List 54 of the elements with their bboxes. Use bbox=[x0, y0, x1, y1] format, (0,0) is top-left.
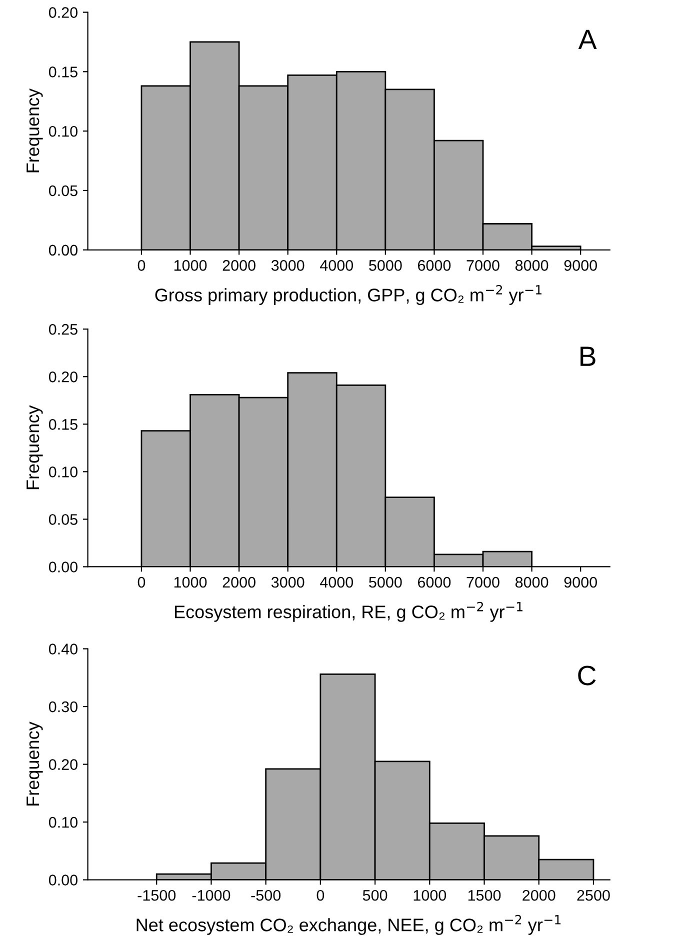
x-tick-label: -1000 bbox=[192, 890, 230, 901]
x-tick-label: 5000 bbox=[369, 576, 402, 588]
y-tick-label: 0.10 bbox=[48, 816, 78, 828]
x-tick-label: 6000 bbox=[418, 576, 451, 588]
x-tick-label: 3000 bbox=[271, 260, 304, 271]
x-tick-label: 7000 bbox=[466, 576, 500, 588]
y-tick-label: 0.00 bbox=[48, 874, 78, 886]
x-tick-label: 8000 bbox=[515, 260, 548, 271]
x-tick-label: 2000 bbox=[522, 890, 556, 901]
x-tick-label: 9000 bbox=[564, 260, 597, 271]
y-tick-label: 0.05 bbox=[48, 185, 78, 196]
x-tick-label: 1000 bbox=[414, 890, 446, 901]
x-tick-label: -1500 bbox=[138, 890, 176, 901]
y-axis-title: Frequency bbox=[26, 405, 43, 490]
y-tick-label: 0.00 bbox=[48, 244, 78, 256]
x-tick-label: 1500 bbox=[468, 890, 501, 901]
y-tick-label: 0.10 bbox=[48, 126, 78, 137]
y-tick-label: 0.20 bbox=[48, 372, 78, 382]
x-tick-label: 3000 bbox=[271, 576, 304, 588]
x-tick-label: 4000 bbox=[320, 576, 354, 588]
y-axis-title: Frequency bbox=[26, 88, 43, 172]
x-tick-label: 7000 bbox=[466, 260, 500, 271]
y-tick-label: 0.20 bbox=[48, 7, 78, 18]
x-axis-title: Ecosystem respiration, RE, g CO₂ m$^{−2}$ yr$^{−1}$ bbox=[174, 602, 522, 622]
y-tick-label: 0.15 bbox=[48, 66, 78, 78]
y-tick-label: 0.30 bbox=[48, 701, 78, 712]
x-tick-label: 1000 bbox=[174, 260, 207, 271]
x-tick-label: 500 bbox=[362, 890, 388, 901]
x-tick-label: 2000 bbox=[222, 576, 256, 588]
x-tick-label: 4000 bbox=[320, 260, 354, 271]
x-tick-label: 2500 bbox=[577, 890, 610, 901]
y-axis-title: Frequency bbox=[26, 722, 43, 806]
x-axis-title: Gross primary production, GPP, g CO₂ m$^{−2}$ yr$^{−1}$ bbox=[155, 284, 542, 306]
x-tick-label: 0 bbox=[316, 890, 324, 901]
x-axis-title: Net ecosystem CO₂ exchange, NEE, g CO₂ m$^{−2}$ yr$^{−1}$ bbox=[136, 914, 561, 935]
x-tick-label: 2000 bbox=[222, 260, 256, 271]
x-tick-label: 5000 bbox=[369, 260, 402, 271]
x-tick-label: 0 bbox=[138, 260, 146, 271]
x-tick-label: -500 bbox=[251, 890, 281, 901]
x-tick-label: 9000 bbox=[564, 576, 597, 588]
y-tick-label: 0.20 bbox=[48, 759, 78, 770]
y-tick-label: 0.40 bbox=[48, 644, 78, 654]
x-tick-label: 6000 bbox=[418, 260, 451, 271]
y-tick-label: 0.00 bbox=[48, 562, 78, 572]
annotation: C bbox=[578, 666, 596, 686]
y-tick-label: 0.25 bbox=[48, 324, 78, 335]
y-tick-label: 0.10 bbox=[48, 466, 78, 478]
x-tick-label: 1000 bbox=[174, 576, 207, 588]
annotation: B bbox=[580, 346, 596, 366]
y-tick-label: 0.15 bbox=[48, 419, 78, 430]
annotation: A bbox=[578, 30, 597, 50]
y-tick-label: 0.05 bbox=[48, 514, 78, 525]
x-tick-label: 8000 bbox=[515, 576, 548, 588]
x-tick-label: 0 bbox=[138, 576, 146, 588]
